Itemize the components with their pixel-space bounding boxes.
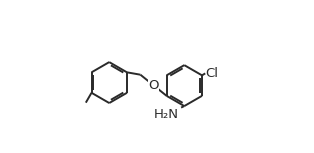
Text: H₂N: H₂N (154, 108, 179, 121)
Text: O: O (148, 79, 159, 92)
Text: Cl: Cl (206, 67, 219, 80)
